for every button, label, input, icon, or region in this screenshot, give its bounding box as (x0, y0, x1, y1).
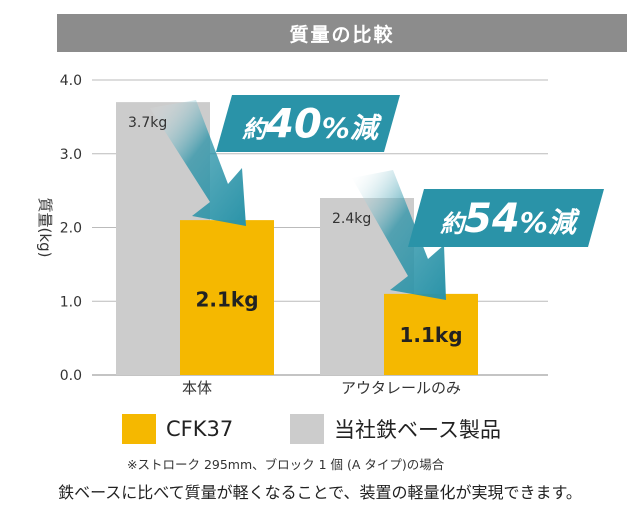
reduction-banner (408, 189, 604, 247)
legend-swatch-cfk37 (122, 414, 156, 444)
y-tick-label: 3.0 (60, 147, 82, 163)
y-tick-label: 4.0 (60, 73, 82, 89)
bar-cfk37 (384, 293, 478, 375)
data-label-cfk37: 1.1kg (399, 323, 462, 347)
caption: 鉄ベースに比べて質量が軽くなることで、装置の軽量化が実現できます。 (58, 483, 582, 502)
legend-swatch-steel-base (290, 414, 324, 444)
y-tick-label: 2.0 (60, 221, 82, 237)
reduction-label: 約54%減 (440, 196, 581, 242)
x-category-label: 本体 (182, 379, 212, 397)
chart-title: 質量の比較 (289, 23, 395, 46)
data-label-cfk37: 2.1kg (195, 288, 258, 312)
reduction-label: 約40%減 (242, 102, 383, 148)
y-axis-label: 質量(kg) (36, 198, 54, 258)
bar-cfk37 (180, 220, 274, 375)
chart-title-bar: 質量の比較 (57, 14, 627, 52)
x-category-label: アウタレールのみ (341, 379, 461, 397)
data-label-steel-base: 2.4kg (332, 211, 371, 227)
reduction-arrow (352, 170, 446, 300)
y-tick-label: 0.0 (60, 368, 82, 384)
legend-item-steel-base: 当社鉄ベース製品 (290, 414, 501, 444)
footnote: ※ストローク 295mm、ブロック 1 個 (A タイプ)の場合 (127, 457, 445, 472)
legend-label-cfk37: CFK37 (166, 417, 234, 441)
reduction-banner (216, 95, 400, 152)
legend-item-cfk37: CFK37 (122, 414, 233, 444)
y-tick-label: 1.0 (60, 294, 82, 310)
legend-label-steel-base: 当社鉄ベース製品 (334, 418, 501, 442)
data-label-steel-base: 3.7kg (128, 115, 167, 131)
reduction-arrow (150, 100, 246, 226)
